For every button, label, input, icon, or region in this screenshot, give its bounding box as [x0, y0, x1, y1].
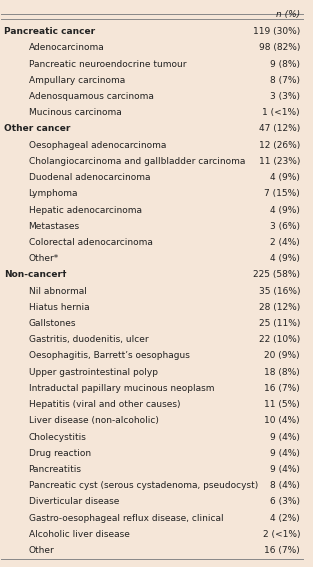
Text: Oesophageal adenocarcinoma: Oesophageal adenocarcinoma: [28, 141, 166, 150]
Text: 9 (4%): 9 (4%): [270, 433, 300, 442]
Text: 3 (3%): 3 (3%): [270, 92, 300, 101]
Text: Pancreatic cyst (serous cystadenoma, pseudocyst): Pancreatic cyst (serous cystadenoma, pse…: [28, 481, 258, 490]
Text: 47 (12%): 47 (12%): [259, 124, 300, 133]
Text: Pancreatic cancer: Pancreatic cancer: [4, 27, 95, 36]
Text: 8 (4%): 8 (4%): [270, 481, 300, 490]
Text: 28 (12%): 28 (12%): [259, 303, 300, 312]
Text: 16 (7%): 16 (7%): [264, 384, 300, 393]
Text: 9 (4%): 9 (4%): [270, 449, 300, 458]
Text: Non-cancer†: Non-cancer†: [4, 270, 67, 280]
Text: Hepatitis (viral and other causes): Hepatitis (viral and other causes): [28, 400, 180, 409]
Text: Mucinous carcinoma: Mucinous carcinoma: [28, 108, 121, 117]
Text: Pancreatitis: Pancreatitis: [28, 465, 82, 474]
Text: 4 (2%): 4 (2%): [270, 514, 300, 523]
Text: Nil abnormal: Nil abnormal: [28, 286, 86, 295]
Text: Ampullary carcinoma: Ampullary carcinoma: [28, 76, 125, 84]
Text: Gastritis, duodenitis, ulcer: Gastritis, duodenitis, ulcer: [28, 335, 148, 344]
Text: 25 (11%): 25 (11%): [259, 319, 300, 328]
Text: 22 (10%): 22 (10%): [259, 335, 300, 344]
Text: 8 (7%): 8 (7%): [270, 76, 300, 84]
Text: 9 (8%): 9 (8%): [270, 60, 300, 69]
Text: 4 (9%): 4 (9%): [270, 254, 300, 263]
Text: Alcoholic liver disease: Alcoholic liver disease: [28, 530, 129, 539]
Text: Pancreatic neuroendocrine tumour: Pancreatic neuroendocrine tumour: [28, 60, 186, 69]
Text: Adenocarcinoma: Adenocarcinoma: [28, 43, 104, 52]
Text: 7 (15%): 7 (15%): [264, 189, 300, 198]
Text: Drug reaction: Drug reaction: [28, 449, 91, 458]
Text: 11 (23%): 11 (23%): [259, 157, 300, 166]
Text: 11 (5%): 11 (5%): [264, 400, 300, 409]
Text: Adenosquamous carcinoma: Adenosquamous carcinoma: [28, 92, 153, 101]
Text: Other cancer: Other cancer: [4, 124, 71, 133]
Text: 20 (9%): 20 (9%): [264, 352, 300, 361]
Text: 2 (4%): 2 (4%): [270, 238, 300, 247]
Text: Colorectal adenocarcinoma: Colorectal adenocarcinoma: [28, 238, 152, 247]
Text: Intraductal papillary mucinous neoplasm: Intraductal papillary mucinous neoplasm: [28, 384, 214, 393]
Text: 4 (9%): 4 (9%): [270, 205, 300, 214]
Text: n (%): n (%): [276, 10, 300, 19]
Text: Diverticular disease: Diverticular disease: [28, 497, 119, 506]
Text: 12 (26%): 12 (26%): [259, 141, 300, 150]
Text: Upper gastrointestinal polyp: Upper gastrointestinal polyp: [28, 368, 157, 376]
Text: 98 (82%): 98 (82%): [259, 43, 300, 52]
Text: 6 (3%): 6 (3%): [270, 497, 300, 506]
Text: 119 (30%): 119 (30%): [253, 27, 300, 36]
Text: 9 (4%): 9 (4%): [270, 465, 300, 474]
Text: Liver disease (non-alcoholic): Liver disease (non-alcoholic): [28, 416, 158, 425]
Text: 16 (7%): 16 (7%): [264, 546, 300, 555]
Text: Hiatus hernia: Hiatus hernia: [28, 303, 89, 312]
Text: Gastro-oesophageal reflux disease, clinical: Gastro-oesophageal reflux disease, clini…: [28, 514, 223, 523]
Text: 35 (16%): 35 (16%): [259, 286, 300, 295]
Text: Gallstones: Gallstones: [28, 319, 76, 328]
Text: 4 (9%): 4 (9%): [270, 173, 300, 182]
Text: Cholangiocarcinoma and gallbladder carcinoma: Cholangiocarcinoma and gallbladder carci…: [28, 157, 245, 166]
Text: Other*: Other*: [28, 254, 59, 263]
Text: 3 (6%): 3 (6%): [270, 222, 300, 231]
Text: Duodenal adenocarcinoma: Duodenal adenocarcinoma: [28, 173, 150, 182]
Text: Hepatic adenocarcinoma: Hepatic adenocarcinoma: [28, 205, 141, 214]
Text: 2 (<1%): 2 (<1%): [263, 530, 300, 539]
Text: 1 (<1%): 1 (<1%): [263, 108, 300, 117]
Text: Other: Other: [28, 546, 54, 555]
Text: Lymphoma: Lymphoma: [28, 189, 78, 198]
Text: 10 (4%): 10 (4%): [264, 416, 300, 425]
Text: 18 (8%): 18 (8%): [264, 368, 300, 376]
Text: Cholecystitis: Cholecystitis: [28, 433, 86, 442]
Text: Oesophagitis, Barrett’s oesophagus: Oesophagitis, Barrett’s oesophagus: [28, 352, 189, 361]
Text: Metastases: Metastases: [28, 222, 80, 231]
Text: 225 (58%): 225 (58%): [253, 270, 300, 280]
